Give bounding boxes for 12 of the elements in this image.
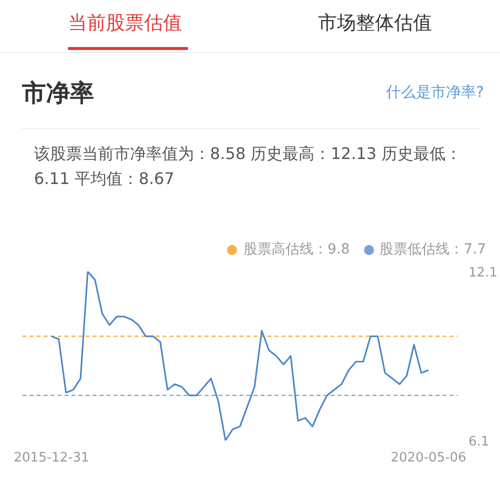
x-tick-label: 2015-12-31 [14,450,90,466]
legend-label: 股票低估线：7.7 [380,242,486,258]
y-tick-label: 12.1 [468,266,498,280]
legend-label: 股票高估线：9.8 [243,242,350,258]
y-tick-label: 6.1 [468,434,490,450]
text: 该股票当前市净率值为：8.58 历史最高：12.13 历史最低：6.11 平均值：8.67 [34,143,463,190]
text: 市场整体估值 [317,11,433,36]
text: 什么是市净率? [386,82,484,103]
chart-title: 市净率 [22,78,94,109]
text: 当前股票估值 [67,11,183,36]
x-tick-label: 2020-05-06 [390,450,466,466]
line-series [50,272,430,440]
